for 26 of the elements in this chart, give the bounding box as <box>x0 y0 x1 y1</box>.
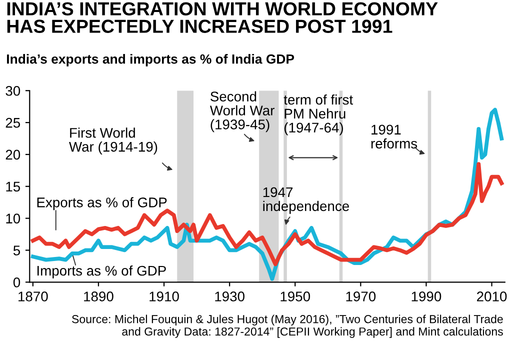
chart-subtitle: India’s exports and imports as % of India GDP <box>7 54 294 66</box>
annotation: term of first PM Nehru (1947-64) <box>284 94 353 136</box>
y-tick-label: 30 <box>6 86 20 96</box>
x-tick-label: 1990 <box>412 292 442 302</box>
x-tick-label: 1930 <box>215 292 244 302</box>
x-tick-label: 1950 <box>280 292 310 302</box>
source-note: Source: Michel Fouquin & Jules Hugot (May 2016), ”Two Centuries of Bilateral Trade and Gravity Data: 1827-2014” [CEPII Working Paper] and Mint calculations <box>72 314 503 338</box>
chart-title: INDIA’S INTEGRATION WITH WORLD ECONOMY HAS EXPECTEDLY INCREASED POST 1991 <box>7 2 438 33</box>
y-tick-label: 15 <box>6 182 20 192</box>
y-tick-label: 5 <box>13 246 20 256</box>
x-tick-label: 1870 <box>18 292 48 302</box>
y-tick-label: 10 <box>6 214 20 224</box>
y-tick-label: 0 <box>13 277 20 288</box>
series-label: Imports as % of GDP <box>37 265 166 278</box>
y-tick-label: 20 <box>6 150 20 160</box>
annotation: 1991 reforms <box>371 124 418 149</box>
x-tick-label: 1890 <box>84 292 114 302</box>
x-tick-label: 2010 <box>477 292 507 302</box>
y-tick-label: 25 <box>6 118 20 128</box>
annotation: First World War (1914-19) <box>69 128 158 154</box>
annotation: Second World War (1939-45) <box>210 91 274 132</box>
line-series <box>30 162 504 266</box>
x-tick-label: 1910 <box>150 292 179 302</box>
annotation: 1947 independence <box>263 187 349 214</box>
series-label: Exports as % of GDP <box>37 197 167 210</box>
x-tick-label: 1970 <box>346 292 376 302</box>
